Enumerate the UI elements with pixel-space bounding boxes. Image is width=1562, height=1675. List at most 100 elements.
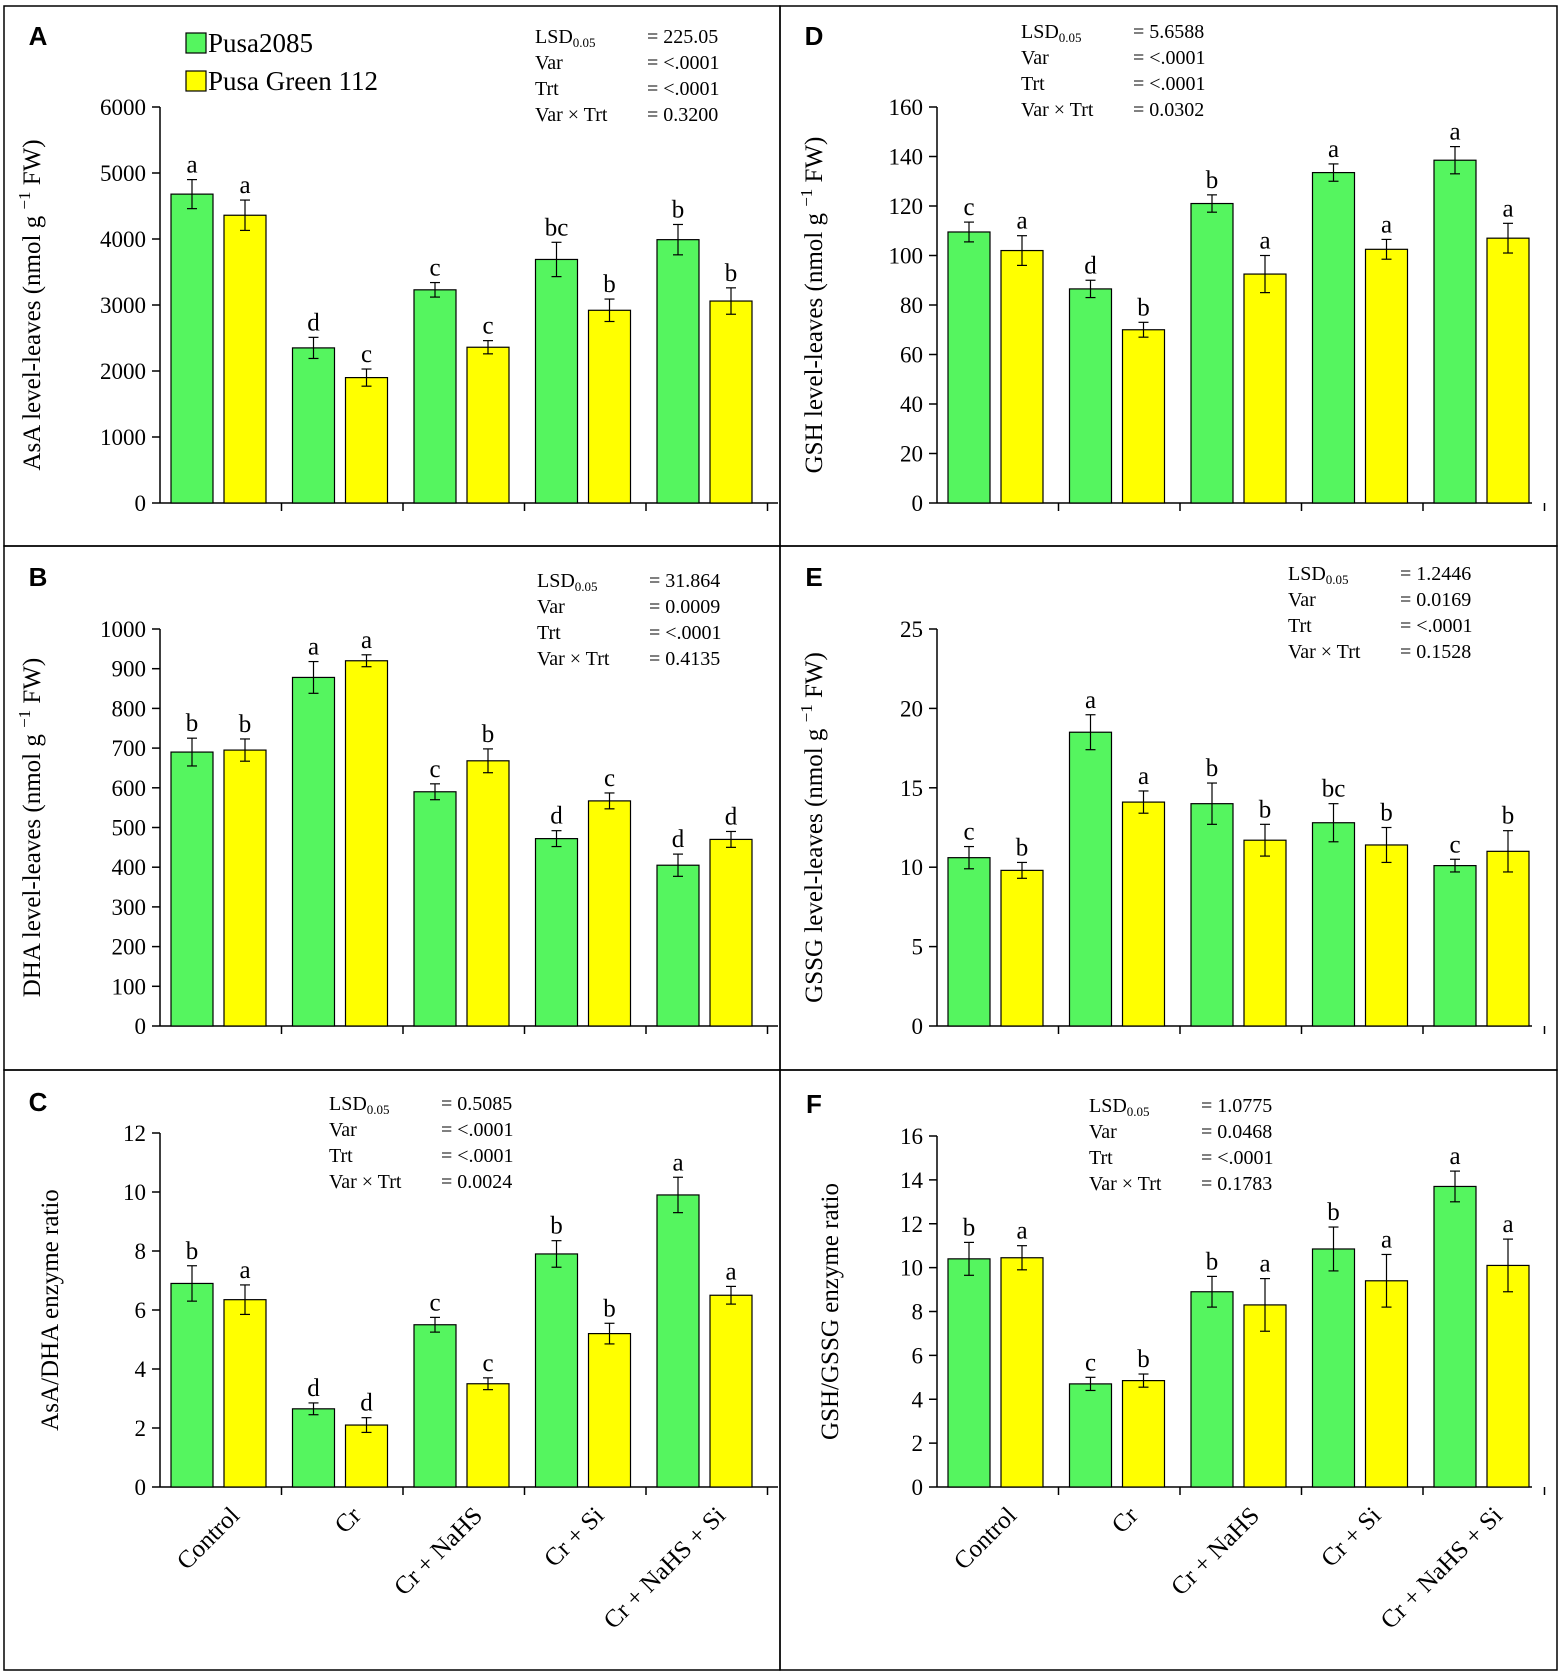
bar (170, 1282, 214, 1488)
bar (587, 309, 632, 504)
stat-label: Trt (1021, 73, 1045, 95)
x-tick-label: Control (949, 1502, 1022, 1575)
x-tick-label: Cr (1107, 1502, 1144, 1539)
y-tick-label: 120 (889, 194, 924, 219)
bar (1364, 1280, 1409, 1488)
y-tick-label: 2 (135, 1416, 147, 1441)
y-tick-label: 0 (912, 491, 924, 516)
significance-letter: b (603, 271, 616, 298)
y-tick-label: 0 (135, 491, 147, 516)
significance-letter: c (1085, 1349, 1096, 1376)
stat-value: = 0.1528 (1400, 641, 1471, 663)
y-tick-label: 600 (112, 776, 147, 801)
x-tick-label: Cr + Si (1316, 1502, 1386, 1572)
stat-label: Var × Trt (537, 648, 610, 670)
bar (1311, 822, 1356, 1027)
bar (656, 239, 700, 504)
bar (1190, 803, 1234, 1027)
stat-label: Var × Trt (329, 1171, 402, 1193)
bar (413, 1324, 457, 1488)
significance-letter: d (550, 803, 563, 830)
significance-letter: b (1327, 1199, 1340, 1226)
stat-value: = 1.0775 (1201, 1095, 1272, 1117)
y-tick-label: 700 (112, 736, 147, 761)
y-tick-label: 0 (912, 1014, 924, 1039)
bar (1243, 839, 1287, 1027)
y-tick-label: 0 (135, 1014, 147, 1039)
significance-letter: b (186, 1238, 199, 1265)
stat-label: Var × Trt (1021, 99, 1094, 121)
panel-letter: C (29, 1087, 48, 1117)
bar (1068, 288, 1113, 504)
stat-label: Var (1021, 47, 1049, 69)
significance-letter: b (1137, 294, 1150, 321)
stat-value: = 0.0169 (1400, 589, 1471, 611)
x-tick-label: Cr + NaHS (389, 1502, 488, 1601)
y-tick-label: 6 (135, 1298, 147, 1323)
stat-value: = 5.6588 (1133, 21, 1204, 43)
stat-label: LSD0.05 (329, 1093, 390, 1117)
bar (466, 760, 510, 1027)
significance-letter: a (1381, 211, 1392, 238)
bar (1000, 1257, 1044, 1488)
bar (1243, 273, 1287, 504)
bar (709, 838, 753, 1027)
y-axis-label: GSH/GSSG enzyme ratio (817, 1183, 844, 1440)
bar (1486, 850, 1530, 1027)
significance-letter: a (725, 1258, 736, 1285)
y-tick-label: 6 (912, 1343, 924, 1368)
bar (1000, 249, 1044, 504)
stat-value: = <.0001 (649, 622, 722, 644)
stat-value: = 0.3200 (647, 104, 718, 126)
y-tick-label: 10 (900, 1256, 923, 1281)
significance-letter: a (1328, 136, 1339, 163)
bar (1433, 1185, 1477, 1488)
significance-letter: d (725, 803, 738, 830)
bar (223, 1299, 267, 1488)
y-tick-label: 16 (900, 1124, 923, 1149)
significance-letter: b (550, 1213, 563, 1240)
significance-letter: d (360, 1390, 373, 1417)
significance-letter: a (1502, 195, 1513, 222)
bar (587, 800, 632, 1027)
bar (1311, 171, 1356, 504)
stat-label: Var (1288, 589, 1316, 611)
stat-label: Var (535, 52, 563, 74)
panel-c: C 0 2 4 6 8 10 12 AsA/DHA enzyme ratio b a d d c c b b a a… (29, 1087, 778, 1634)
significance-letter: c (963, 819, 974, 846)
bar (1364, 844, 1409, 1027)
y-tick-label: 4 (135, 1357, 147, 1382)
stat-value: = 1.2446 (1400, 563, 1471, 585)
stat-label: Var (329, 1119, 357, 1141)
bar (1000, 869, 1044, 1027)
y-tick-label: 10 (900, 855, 923, 880)
stat-value: = 225.05 (647, 26, 718, 48)
y-tick-label: 8 (912, 1300, 924, 1325)
bar (1243, 1304, 1287, 1488)
significance-letter: a (1259, 1251, 1270, 1278)
significance-letter: bc (545, 214, 569, 241)
significance-letter: b (186, 710, 199, 737)
bar (1121, 801, 1166, 1027)
bar (170, 751, 214, 1027)
y-tick-label: 5000 (100, 161, 146, 186)
bar (534, 258, 579, 504)
significance-letter: c (429, 255, 440, 282)
significance-letter: c (429, 756, 440, 783)
y-tick-label: 2 (912, 1431, 924, 1456)
bar (656, 864, 700, 1027)
significance-letter: b (672, 196, 685, 223)
panel-e: E 0 5 10 15 20 25 GSSG level-leaves (nmol g −1 … (797, 562, 1546, 1039)
bar (656, 1194, 700, 1488)
panel-letter: F (806, 1089, 822, 1119)
panel-letter: D (805, 21, 824, 51)
y-tick-label: 12 (123, 1121, 146, 1146)
y-tick-label: 80 (900, 293, 923, 318)
significance-letter: d (307, 1375, 320, 1402)
stat-value: = <.0001 (441, 1119, 514, 1141)
x-tick-label: Cr + NaHS + Si (599, 1502, 731, 1634)
y-tick-label: 20 (900, 696, 923, 721)
bar (1121, 1380, 1166, 1488)
bar (709, 1294, 753, 1488)
y-axis-label: AsA level-leaves (nmol g −1 FW) (15, 139, 46, 470)
